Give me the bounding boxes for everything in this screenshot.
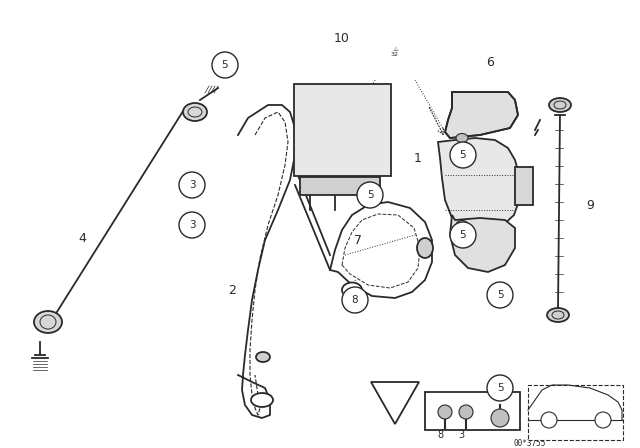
- Ellipse shape: [456, 134, 468, 142]
- Bar: [528, 385, 623, 440]
- Text: 4: 4: [78, 232, 86, 245]
- Circle shape: [179, 212, 205, 238]
- Circle shape: [541, 412, 557, 428]
- Circle shape: [595, 412, 611, 428]
- Ellipse shape: [342, 283, 362, 297]
- Ellipse shape: [34, 311, 62, 333]
- Bar: [425, 392, 520, 430]
- Circle shape: [487, 282, 513, 308]
- Polygon shape: [438, 138, 520, 232]
- Text: 5: 5: [367, 190, 373, 200]
- Text: 8: 8: [352, 295, 358, 305]
- Ellipse shape: [183, 103, 207, 121]
- Text: 2: 2: [228, 284, 236, 297]
- Text: 5: 5: [221, 60, 228, 70]
- FancyBboxPatch shape: [294, 84, 391, 176]
- Text: 5: 5: [460, 150, 467, 160]
- Text: 6: 6: [486, 56, 494, 69]
- Circle shape: [491, 409, 509, 427]
- Text: 7: 7: [354, 233, 362, 246]
- Text: 1: 1: [414, 151, 422, 164]
- Text: 10: 10: [334, 31, 350, 44]
- Ellipse shape: [547, 308, 569, 322]
- Ellipse shape: [251, 393, 273, 407]
- Circle shape: [459, 405, 473, 419]
- Circle shape: [179, 172, 205, 198]
- Text: 3: 3: [458, 430, 464, 440]
- Ellipse shape: [549, 98, 571, 112]
- Bar: [515, 167, 533, 205]
- Circle shape: [357, 182, 383, 208]
- Bar: [300, 177, 380, 195]
- Ellipse shape: [256, 352, 270, 362]
- Circle shape: [450, 142, 476, 168]
- Circle shape: [487, 375, 513, 401]
- Text: ⚠
32: ⚠ 32: [391, 47, 399, 57]
- Text: 5: 5: [497, 383, 503, 393]
- Text: 9: 9: [586, 198, 594, 211]
- Circle shape: [450, 222, 476, 248]
- Polygon shape: [450, 215, 515, 272]
- Text: 00*3755: 00*3755: [514, 439, 546, 448]
- Polygon shape: [445, 92, 518, 138]
- Circle shape: [438, 405, 452, 419]
- Text: 3: 3: [189, 180, 195, 190]
- Polygon shape: [371, 382, 419, 424]
- Text: 3: 3: [189, 220, 195, 230]
- Circle shape: [212, 52, 238, 78]
- Text: 5: 5: [460, 230, 467, 240]
- Ellipse shape: [456, 220, 468, 229]
- Text: 5: 5: [497, 290, 503, 300]
- Text: 8: 8: [437, 430, 443, 440]
- Ellipse shape: [417, 238, 433, 258]
- Circle shape: [342, 287, 368, 313]
